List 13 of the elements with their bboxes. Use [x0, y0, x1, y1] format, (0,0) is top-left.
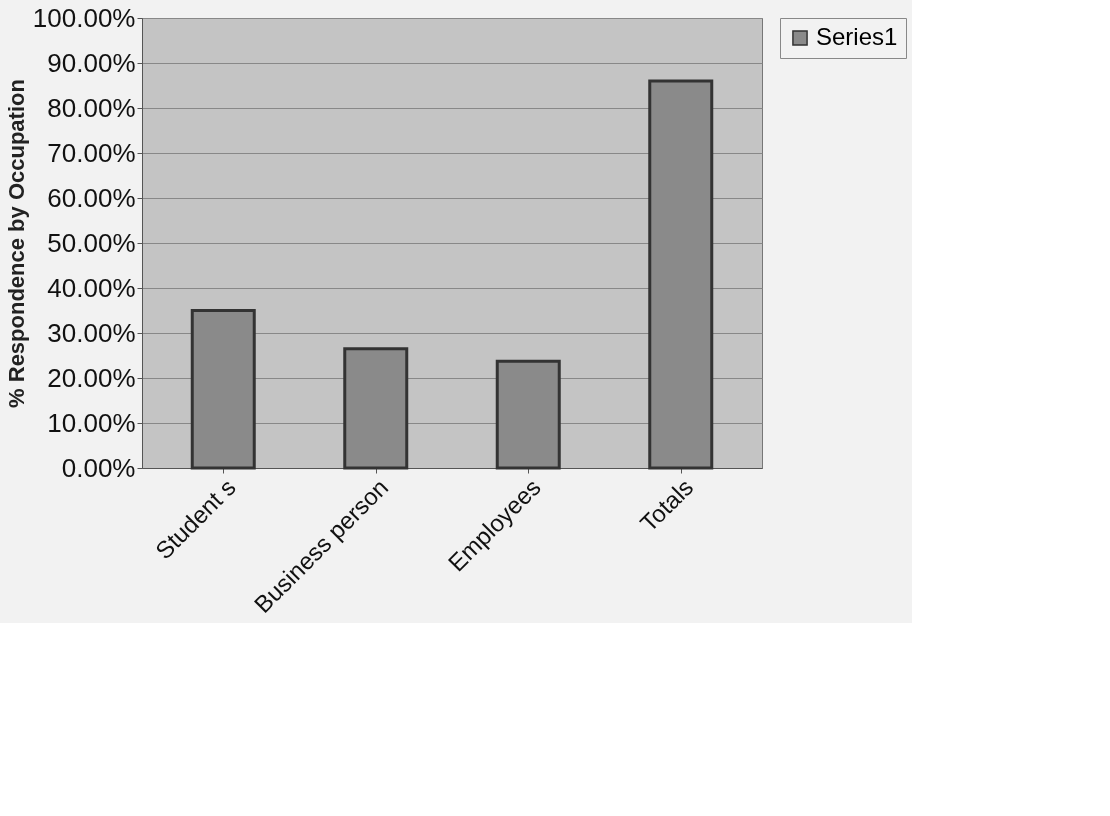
y-tick-label: 90.00% [47, 47, 136, 78]
y-tick-label: 20.00% [47, 362, 136, 393]
y-tick-label: 100.00% [32, 2, 136, 33]
y-axis-title: % Respondence by Occupation [3, 79, 29, 408]
y-tick-label: 0.00% [61, 452, 136, 483]
y-tick-label: 40.00% [47, 272, 136, 303]
y-tick-label: 80.00% [47, 92, 136, 123]
y-tick-label: 70.00% [47, 137, 136, 168]
y-tick-label: 50.00% [47, 227, 136, 258]
y-tick-label: 10.00% [47, 407, 136, 438]
y-tick-label: 30.00% [47, 317, 136, 348]
legend-label: Series1 [816, 23, 898, 50]
y-tick-label: 60.00% [47, 182, 136, 213]
